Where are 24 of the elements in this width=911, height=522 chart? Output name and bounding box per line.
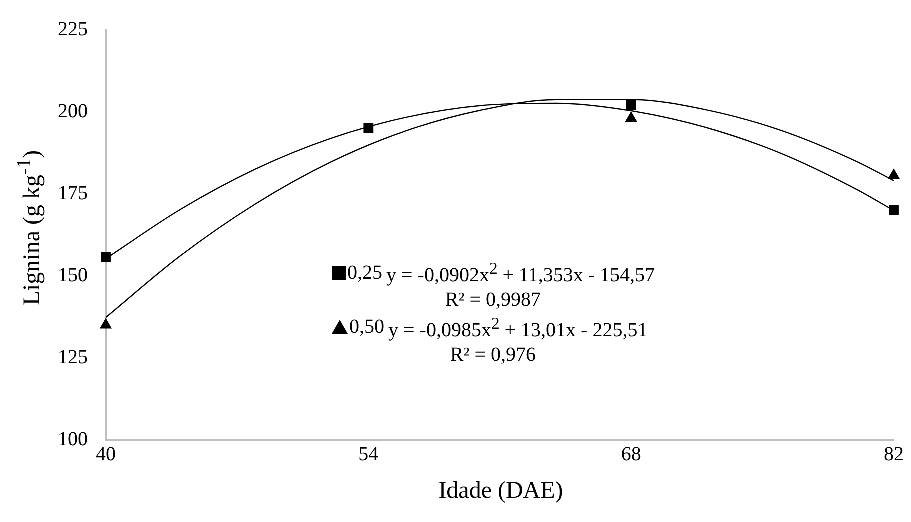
annotation: R² = 0,9987: [444, 288, 542, 312]
y-tick-label: 200: [58, 100, 88, 122]
point: [626, 100, 636, 110]
legend-label: 0,50: [350, 315, 384, 340]
point: [364, 123, 374, 134]
y-tick-label: 225: [58, 18, 88, 40]
point: [888, 168, 900, 180]
x-tick-label: 82: [884, 443, 904, 466]
y-tick-label: 150: [58, 264, 88, 286]
point: [625, 112, 638, 122]
annotation: y = -0,0985x$^{2}$ + 13,01x - 225,51: [388, 312, 648, 342]
y-tick-label: 175: [58, 182, 88, 204]
annotation: R² = 0,976: [449, 342, 538, 366]
x-tick-label: 54: [358, 443, 379, 466]
annotation: y = -0,0902x$^{2}$ + 11,353x - 154,57: [386, 258, 655, 288]
x-axis-title: Idade (DAE): [438, 478, 564, 505]
point: [101, 252, 111, 262]
point: [100, 318, 112, 329]
x-tick-label: 68: [621, 443, 642, 466]
legend-label: 0,25: [348, 260, 382, 285]
x-tick-label: 40: [96, 443, 116, 466]
y-tick-label: 100: [58, 428, 88, 450]
point: [889, 205, 899, 216]
y-tick-label: 125: [58, 346, 88, 368]
